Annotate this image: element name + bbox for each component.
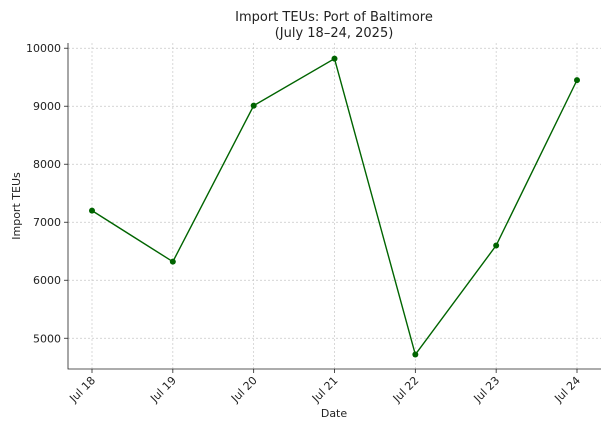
y-tick-label: 8000 xyxy=(33,158,61,171)
x-tick-label: Jul 22 xyxy=(390,374,422,406)
y-tick-label: 7000 xyxy=(33,216,61,229)
y-axis-label: Import TEUs xyxy=(10,172,23,240)
chart-subtitle: (July 18–24, 2025) xyxy=(275,26,394,41)
point xyxy=(412,351,419,358)
x-tick-label: Jul 20 xyxy=(228,374,260,406)
x-tick-label: Jul 24 xyxy=(551,374,583,406)
x-tick-label: Jul 19 xyxy=(147,374,179,406)
y-tick-label: 9000 xyxy=(33,100,61,113)
x-tick-label: Jul 18 xyxy=(66,374,98,406)
x-tick-label: Jul 21 xyxy=(309,374,341,406)
point xyxy=(89,207,95,214)
y-tick-label: 5000 xyxy=(33,332,61,345)
point xyxy=(169,258,176,265)
y-tick-label: 10000 xyxy=(26,42,61,55)
point xyxy=(250,102,257,109)
x-axis-label: Date xyxy=(321,407,348,420)
chart-title: Import TEUs: Port of Baltimore xyxy=(235,10,433,25)
axis xyxy=(67,43,601,370)
point xyxy=(493,242,500,249)
point xyxy=(331,55,338,62)
point xyxy=(574,77,580,84)
y-tick-label: 6000 xyxy=(33,274,61,287)
x-tick-label: Jul 23 xyxy=(471,374,503,406)
